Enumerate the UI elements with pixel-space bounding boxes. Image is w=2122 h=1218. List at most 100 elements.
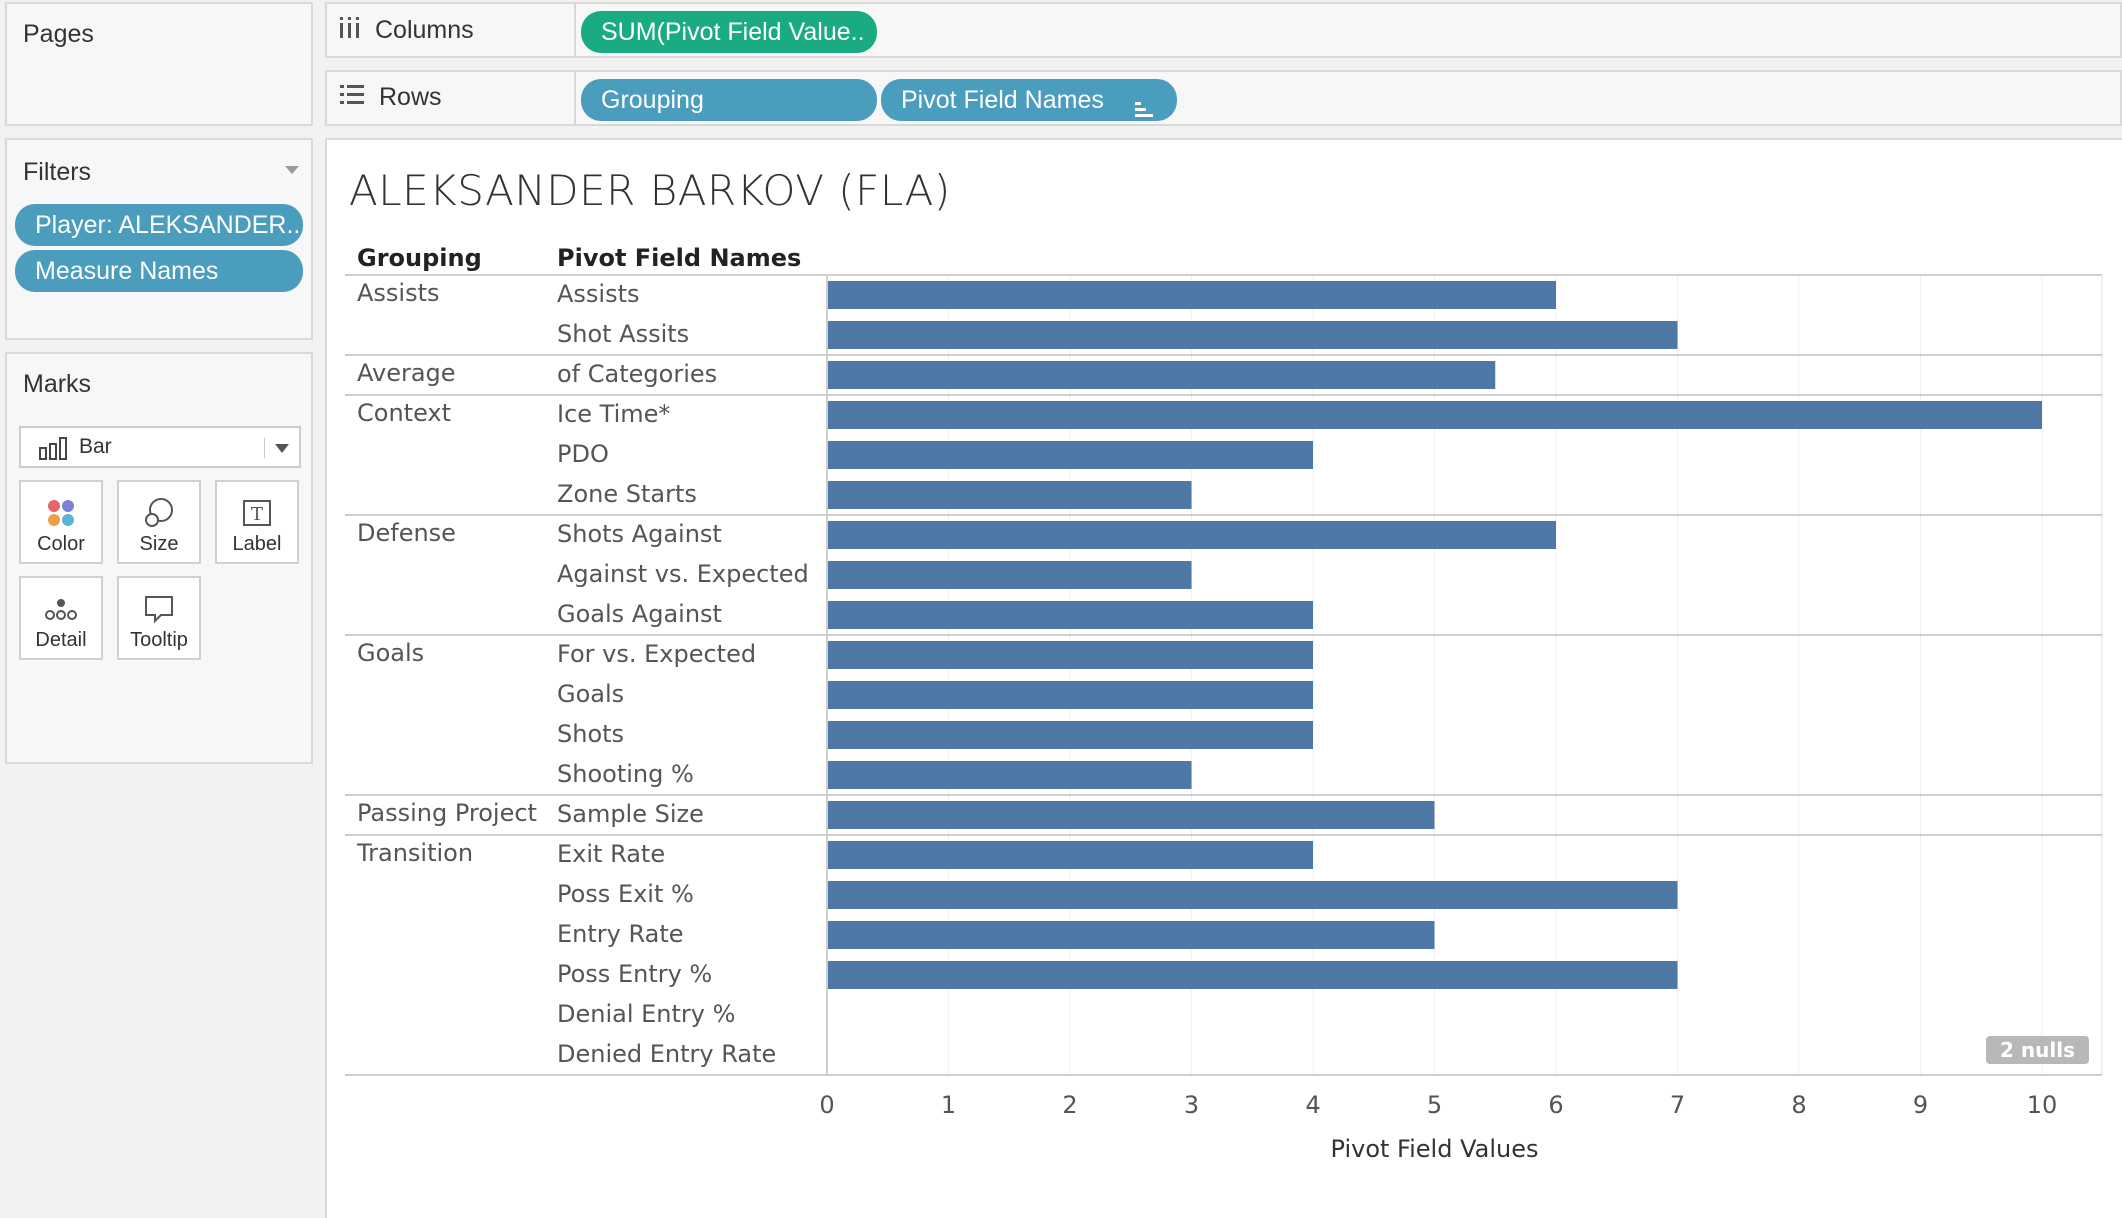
pivot-field-name-label: Shots — [557, 720, 625, 748]
pivot-field-name-label: Shot Assits — [557, 320, 690, 348]
svg-text:T: T — [251, 504, 263, 525]
dropdown-arrow-icon — [275, 444, 289, 453]
rows-shelf: Rows Grouping Pivot Field Names — [325, 70, 2122, 126]
rows-label: Rows — [379, 83, 442, 111]
x-tick-label: 0 — [819, 1091, 834, 1119]
bar-chart: 0 1 2 3 4 5 6 7 8 9 10 Pivot Field Values — [345, 274, 2103, 1163]
mark-type-label: Bar — [79, 435, 112, 458]
bar-poss-entry- — [828, 961, 1678, 989]
bar-of-categories — [828, 361, 1496, 389]
x-tick-label: 3 — [1184, 1091, 1199, 1119]
pivot-field-name-label: For vs. Expected — [557, 640, 757, 668]
filters-title: Filters — [23, 158, 92, 186]
x-tick-label: 5 — [1427, 1091, 1442, 1119]
grouping-label: Transition — [357, 839, 474, 867]
rows-shelf-label: Rows — [339, 83, 442, 112]
rows-list-icon — [339, 83, 365, 112]
marks-label-button[interactable]: T Label — [215, 480, 299, 564]
viz-area: ALEKSANDER BARKOV (FLA) 0 1 2 3 4 5 6 7 8 9 10 Pivo… — [325, 138, 2122, 1218]
bar-shots — [828, 721, 1313, 749]
bar-chart-icon — [39, 436, 69, 465]
bar-against-vs-expected — [828, 561, 1192, 589]
pivot-field-name-label: Denial Entry % — [557, 1000, 736, 1028]
rows-pill-pivot-field-names-label: Pivot Field Names — [901, 86, 1104, 114]
grouping-label: Assists — [357, 279, 440, 307]
pivot-field-name-label: Ice Time* — [557, 400, 671, 428]
bar-shots-against — [828, 521, 1556, 549]
pivot-field-name-label: Goals — [557, 680, 625, 708]
x-tick-label: 2 — [1062, 1091, 1077, 1119]
pivot-field-name-label: of Categories — [557, 360, 718, 388]
pivot-field-name-label: Denied Entry Rate — [557, 1040, 777, 1068]
bar-pdo — [828, 441, 1313, 469]
filters-dropdown-icon[interactable] — [285, 166, 299, 174]
rows-pill-grouping[interactable]: Grouping — [581, 79, 877, 121]
bar-for-vs-expected — [828, 641, 1313, 669]
bar-zone-starts — [828, 481, 1192, 509]
grouping-label: Goals — [357, 639, 425, 667]
pivot-field-name-label: Entry Rate — [557, 920, 684, 948]
columns-shelf-label: Columns — [339, 15, 474, 46]
tooltip-label: Tooltip — [130, 629, 188, 651]
bar-exit-rate — [828, 841, 1313, 869]
pivot-field-names-header: Pivot Field Names — [557, 244, 802, 272]
pivot-field-name-label: Sample Size — [557, 800, 704, 828]
marks-color-button[interactable]: Color — [19, 480, 103, 564]
columns-pill-sum-pivot-field-values[interactable]: SUM(Pivot Field Value.. — [581, 11, 877, 53]
pivot-field-name-label: Poss Entry % — [557, 960, 713, 988]
marks-size-button[interactable]: Size — [117, 480, 201, 564]
bar-shot-assits — [828, 321, 1678, 349]
bar-goals — [828, 681, 1313, 709]
pivot-field-name-label: PDO — [557, 440, 609, 468]
text-label-icon: T — [217, 496, 297, 530]
grouping-header: Grouping — [357, 244, 482, 272]
pages-title: Pages — [23, 20, 94, 48]
x-tick-label: 8 — [1791, 1091, 1806, 1119]
grouping-label: Defense — [357, 519, 456, 547]
chevron-down-icon — [264, 438, 265, 458]
grouping-label: Context — [357, 399, 452, 427]
pages-panel: Pages — [5, 2, 313, 126]
bar-entry-rate — [828, 921, 1435, 949]
bar-sample-size — [828, 801, 1435, 829]
columns-shelf: Columns SUM(Pivot Field Value.. — [325, 2, 2122, 58]
marks-tooltip-button[interactable]: Tooltip — [117, 576, 201, 660]
pivot-field-name-label: Shots Against — [557, 520, 722, 548]
columns-label: Columns — [375, 16, 474, 44]
x-tick-label: 4 — [1305, 1091, 1320, 1119]
bar-poss-exit- — [828, 881, 1678, 909]
pivot-field-name-label: Assists — [557, 280, 640, 308]
sort-descending-icon — [1133, 91, 1155, 121]
columns-divider — [574, 4, 576, 56]
bar-goals-against — [828, 601, 1313, 629]
x-tick-label: 10 — [2027, 1091, 2058, 1119]
tooltip-bubble-icon — [119, 592, 199, 626]
detail-dots-icon — [21, 592, 101, 626]
filter-pill-player[interactable]: Player: ALEKSANDER.. — [15, 204, 303, 246]
mark-type-select[interactable]: Bar — [19, 426, 301, 468]
filter-pill-measure-names[interactable]: Measure Names — [15, 250, 303, 292]
size-icon — [119, 496, 199, 530]
marks-detail-button[interactable]: Detail — [19, 576, 103, 660]
pivot-field-name-label: Shooting % — [557, 760, 694, 788]
x-tick-label: 7 — [1670, 1091, 1685, 1119]
pivot-field-name-label: Zone Starts — [557, 480, 697, 508]
pivot-field-name-label: Goals Against — [557, 600, 722, 628]
marks-title: Marks — [23, 370, 92, 398]
x-tick-label: 1 — [941, 1091, 956, 1119]
x-tick-label: 6 — [1548, 1091, 1563, 1119]
grouping-label: Passing Project — [357, 799, 537, 827]
pivot-field-name-label: Exit Rate — [557, 840, 666, 868]
bar-ice-time- — [828, 401, 2042, 429]
color-label: Color — [37, 533, 85, 555]
rows-pill-pivot-field-names[interactable]: Pivot Field Names — [881, 79, 1177, 121]
label-label: Label — [232, 533, 282, 555]
nulls-badge[interactable]: 2 nulls — [1986, 1036, 2089, 1064]
pivot-field-name-label: Poss Exit % — [557, 880, 694, 908]
detail-label: Detail — [35, 629, 87, 651]
color-dots-icon — [21, 496, 101, 530]
columns-icon — [339, 15, 361, 46]
filters-panel: Filters Player: ALEKSANDER.. Measure Nam… — [5, 138, 313, 340]
x-tick-label: 9 — [1913, 1091, 1928, 1119]
bar-shooting- — [828, 761, 1192, 789]
